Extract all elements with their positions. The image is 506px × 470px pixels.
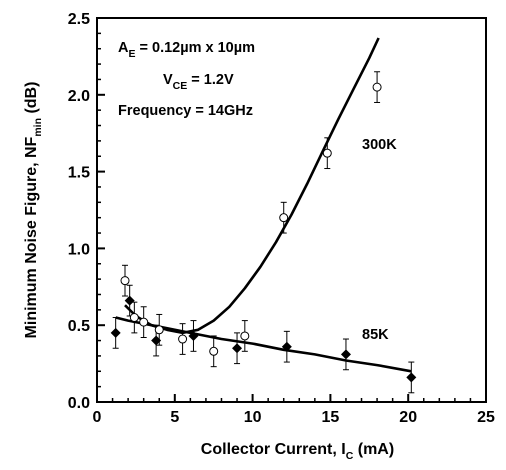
data-point-85k bbox=[188, 330, 199, 341]
x-tick-label: 5 bbox=[170, 409, 179, 426]
y-tick-label: 0.0 bbox=[68, 395, 90, 412]
data-point-300k bbox=[139, 317, 149, 327]
fit-curve-85k bbox=[115, 316, 412, 373]
data-point-300k bbox=[129, 313, 139, 323]
data-point-85k bbox=[406, 372, 417, 383]
annotation-frequency: Frequency = 14GHz bbox=[118, 103, 253, 119]
data-point-300k bbox=[240, 331, 250, 341]
x-tick-label: 25 bbox=[477, 409, 495, 426]
y-tick-label: 0.5 bbox=[68, 318, 90, 335]
fit-curves bbox=[115, 37, 412, 373]
x-axis-label: Collector Current, IC (mA) bbox=[201, 441, 394, 462]
data-point-85k bbox=[110, 327, 121, 338]
data-point-300k bbox=[154, 325, 164, 335]
y-tick-label: 2.0 bbox=[68, 88, 90, 105]
data-point-85k bbox=[151, 335, 162, 346]
data-point-300k bbox=[372, 82, 382, 92]
y-tick-label: 1.0 bbox=[68, 241, 90, 258]
tick-labels: 0 5 10 15 20 25 0.0 0.5 1.0 1.5 2.0 2.5 bbox=[68, 11, 495, 426]
data-point-300k bbox=[120, 276, 130, 286]
data-point-300k bbox=[322, 148, 332, 158]
data-point-85k bbox=[281, 341, 292, 352]
annotation-emitter-area: AE = 0.12µm x 10µm bbox=[118, 40, 255, 60]
data-point-300k bbox=[178, 334, 188, 344]
annotation-vce: VCE = 1.2V bbox=[163, 72, 234, 92]
series-label-85k: 85K bbox=[362, 327, 389, 343]
error-bars bbox=[112, 71, 415, 394]
y-tick-label: 1.5 bbox=[68, 165, 90, 182]
data-point-85k bbox=[232, 343, 243, 354]
x-tick-label: 15 bbox=[322, 409, 340, 426]
x-tick-label: 0 bbox=[93, 409, 102, 426]
y-tick-label: 2.5 bbox=[68, 11, 90, 28]
data-point-85k bbox=[340, 349, 351, 360]
x-tick-label: 20 bbox=[399, 409, 417, 426]
series-label-300k: 300K bbox=[362, 137, 397, 153]
data-point-300k bbox=[209, 346, 219, 356]
plot-frame bbox=[96, 17, 487, 403]
y-axis-label: Minimum Noise Figure, NFmin (dB) bbox=[23, 82, 44, 339]
data-point-85k bbox=[124, 295, 135, 306]
data-markers bbox=[110, 82, 417, 383]
x-tick-label: 10 bbox=[244, 409, 262, 426]
data-point-300k bbox=[279, 213, 289, 223]
